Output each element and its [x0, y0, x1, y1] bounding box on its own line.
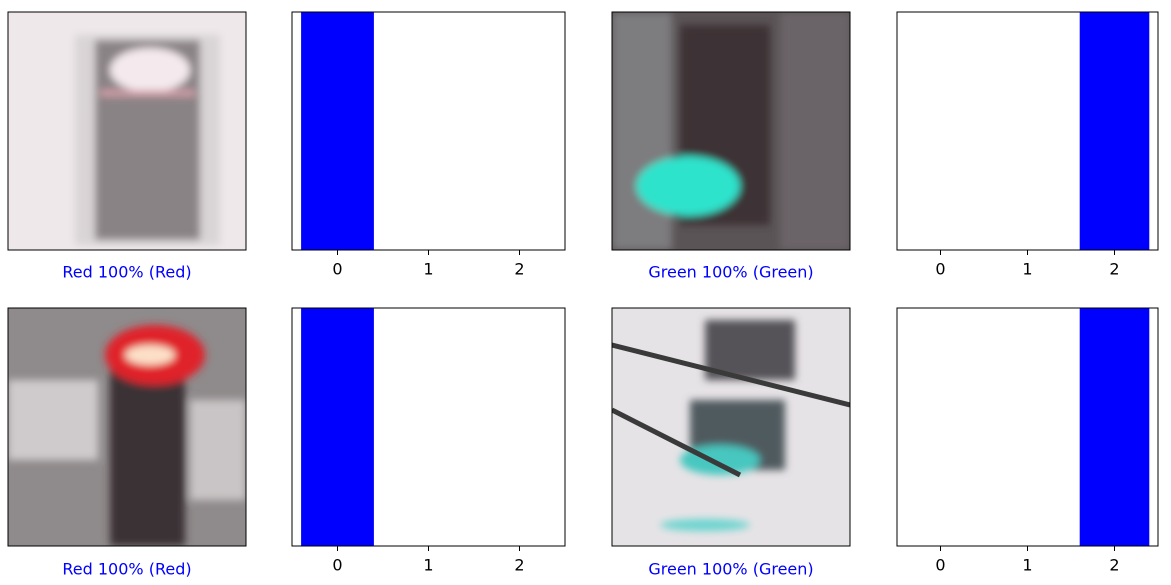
- bar: [1079, 12, 1150, 250]
- x-tick-label: 1: [1022, 260, 1032, 279]
- x-tick-label: 1: [423, 556, 433, 575]
- plot-frame: [896, 307, 1159, 547]
- bar: [1079, 308, 1150, 546]
- x-tick-label: 2: [514, 260, 524, 279]
- image-panel: [612, 308, 850, 546]
- x-tick-label: 0: [332, 556, 342, 575]
- image-frame: [7, 11, 247, 251]
- bar: [301, 308, 374, 546]
- x-tick-label: 2: [1109, 260, 1119, 279]
- x-tick-label: 1: [423, 260, 433, 279]
- image-caption: Green 100% (Green): [648, 560, 813, 579]
- plot-frame: [896, 11, 1159, 251]
- image-panel: [612, 12, 850, 250]
- image-panel: [8, 308, 246, 546]
- image-caption: Red 100% (Red): [62, 560, 191, 579]
- image-frame: [611, 11, 851, 251]
- image-frame: [611, 307, 851, 547]
- x-tick-label: 0: [935, 260, 945, 279]
- x-tick-label: 0: [332, 260, 342, 279]
- plot-frame: [291, 307, 566, 547]
- image-caption: Green 100% (Green): [648, 263, 813, 282]
- x-tick-label: 2: [514, 556, 524, 575]
- x-tick-label: 0: [935, 556, 945, 575]
- bar: [301, 12, 374, 250]
- x-tick-label: 2: [1109, 556, 1119, 575]
- image-frame: [7, 307, 247, 547]
- x-tick-label: 1: [1022, 556, 1032, 575]
- plot-frame: [291, 11, 566, 251]
- image-panel: [8, 12, 246, 250]
- image-caption: Red 100% (Red): [62, 263, 191, 282]
